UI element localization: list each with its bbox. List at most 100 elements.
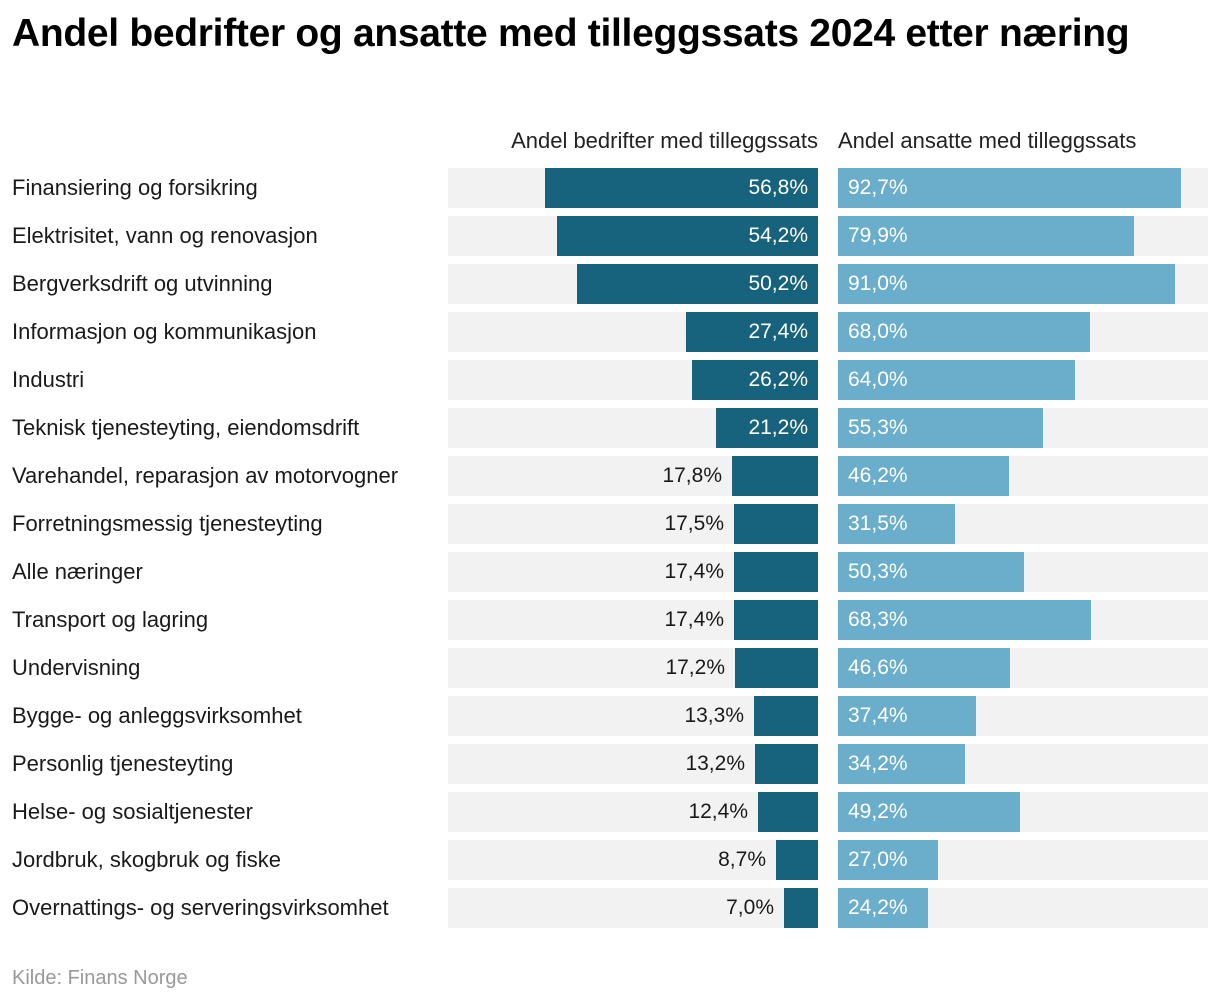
value-label-bedrifter: 12,4% <box>688 800 748 823</box>
bar-ansatte <box>838 408 1043 448</box>
value-label-bedrifter: 13,2% <box>685 752 745 775</box>
track-ansatte: 79,9% <box>838 216 1208 256</box>
track-bedrifter: 8,7% <box>448 840 818 880</box>
track-ansatte: 68,3% <box>838 600 1208 640</box>
track-ansatte: 92,7% <box>838 168 1208 208</box>
chart-row: Transport og lagring 17,4% 68,3% <box>0 600 1220 640</box>
value-label-ansatte: 79,9% <box>848 224 908 247</box>
category-label: Bergverksdrift og utvinning <box>12 271 273 296</box>
bar-ansatte <box>838 792 1020 832</box>
value-label-bedrifter: 54,2% <box>748 224 808 247</box>
bar-ansatte <box>838 360 1075 400</box>
bar-bedrifter <box>735 648 818 688</box>
chart-row: Informasjon og kommunikasjon 27,4% 68,0% <box>0 312 1220 352</box>
category-label: Alle næringer <box>12 559 143 584</box>
track-ansatte: 91,0% <box>838 264 1208 304</box>
column-header-bedrifter: Andel bedrifter med tilleggssats <box>511 128 818 153</box>
value-label-bedrifter: 56,8% <box>748 176 808 199</box>
value-label-ansatte: 46,2% <box>848 464 908 487</box>
track-ansatte: 46,6% <box>838 648 1208 688</box>
track-bedrifter: 13,2% <box>448 744 818 784</box>
category-label: Finansiering og forsikring <box>12 175 258 200</box>
value-label-ansatte: 49,2% <box>848 800 908 823</box>
value-label-bedrifter: 17,4% <box>664 560 724 583</box>
bar-bedrifter <box>776 840 818 880</box>
chart-row: Helse- og sosialtjenester 12,4% 49,2% <box>0 792 1220 832</box>
track-bedrifter: 12,4% <box>448 792 818 832</box>
chart-row: Overnattings- og serveringsvirksomhet 7,0… <box>0 888 1220 928</box>
track-bedrifter: 17,4% <box>448 600 818 640</box>
track-bedrifter: 17,4% <box>448 552 818 592</box>
bar-bedrifter <box>577 264 818 304</box>
bar-ansatte <box>838 264 1175 304</box>
track-bedrifter: 26,2% <box>448 360 818 400</box>
value-label-bedrifter: 7,0% <box>726 896 774 919</box>
value-label-ansatte: 46,6% <box>848 656 908 679</box>
category-label: Jordbruk, skogbruk og fiske <box>12 847 282 872</box>
category-label: Helse- og sosialtjenester <box>12 799 253 824</box>
value-label-bedrifter: 13,3% <box>684 704 744 727</box>
bar-bedrifter <box>686 312 818 352</box>
source-note: Kilde: Finans Norge <box>12 967 188 989</box>
chart-row: Industri 26,2% 64,0% <box>0 360 1220 400</box>
track-ansatte: 49,2% <box>838 792 1208 832</box>
bar-bedrifter <box>754 696 818 736</box>
bar-ansatte <box>838 696 976 736</box>
track-ansatte: 68,0% <box>838 312 1208 352</box>
category-label: Overnattings- og serveringsvirksomhet <box>12 895 389 920</box>
bar-bedrifter <box>758 792 818 832</box>
bar-ansatte <box>838 456 1009 496</box>
value-label-ansatte: 37,4% <box>848 704 908 727</box>
chart-row: Alle næringer 17,4% 50,3% <box>0 552 1220 592</box>
track-ansatte: 50,3% <box>838 552 1208 592</box>
track-ansatte: 24,2% <box>838 888 1208 928</box>
value-label-bedrifter: 8,7% <box>718 848 766 871</box>
category-label: Informasjon og kommunikasjon <box>12 319 317 344</box>
chart-row: Jordbruk, skogbruk og fiske 8,7% 27,0% <box>0 840 1220 880</box>
bar-chart: Finansiering og forsikring 56,8% 92,7% Elek… <box>0 168 1220 930</box>
chart-row: Bergverksdrift og utvinning 50,2% 91,0% <box>0 264 1220 304</box>
track-bedrifter: 7,0% <box>448 888 818 928</box>
category-label: Transport og lagring <box>12 607 209 632</box>
category-label: Undervisning <box>12 655 141 680</box>
bar-ansatte <box>838 312 1090 352</box>
track-ansatte: 55,3% <box>838 408 1208 448</box>
category-label: Industri <box>12 367 85 392</box>
bar-ansatte <box>838 888 928 928</box>
value-label-ansatte: 55,3% <box>848 416 908 439</box>
value-label-ansatte: 92,7% <box>848 176 908 199</box>
chart-row: Forretningsmessig tjenesteyting 17,5% 31,5… <box>0 504 1220 544</box>
bar-bedrifter <box>755 744 818 784</box>
bar-bedrifter <box>557 216 818 256</box>
track-bedrifter: 27,4% <box>448 312 818 352</box>
track-bedrifter: 50,2% <box>448 264 818 304</box>
bar-ansatte <box>838 168 1181 208</box>
category-label: Forretningsmessig tjenesteyting <box>12 511 323 536</box>
value-label-ansatte: 34,2% <box>848 752 908 775</box>
bar-ansatte <box>838 504 955 544</box>
chart-row: Personlig tjenesteyting 13,2% 34,2% <box>0 744 1220 784</box>
track-ansatte: 37,4% <box>838 696 1208 736</box>
bar-bedrifter <box>734 504 818 544</box>
track-bedrifter: 21,2% <box>448 408 818 448</box>
bar-bedrifter <box>734 600 818 640</box>
track-ansatte: 34,2% <box>838 744 1208 784</box>
bar-ansatte <box>838 216 1134 256</box>
value-label-ansatte: 68,3% <box>848 608 908 631</box>
bar-bedrifter <box>692 360 818 400</box>
track-bedrifter: 17,5% <box>448 504 818 544</box>
value-label-ansatte: 24,2% <box>848 896 908 919</box>
bar-ansatte <box>838 552 1024 592</box>
track-ansatte: 27,0% <box>838 840 1208 880</box>
bar-bedrifter <box>716 408 818 448</box>
value-label-ansatte: 50,3% <box>848 560 908 583</box>
category-label: Elektrisitet, vann og renovasjon <box>12 223 318 248</box>
category-label: Bygge- og anleggsvirksomhet <box>12 703 302 728</box>
bar-bedrifter <box>784 888 818 928</box>
value-label-bedrifter: 17,8% <box>662 464 722 487</box>
bar-bedrifter <box>734 552 818 592</box>
value-label-ansatte: 91,0% <box>848 272 908 295</box>
bar-ansatte <box>838 648 1010 688</box>
bar-bedrifter <box>545 168 818 208</box>
bar-ansatte <box>838 840 938 880</box>
